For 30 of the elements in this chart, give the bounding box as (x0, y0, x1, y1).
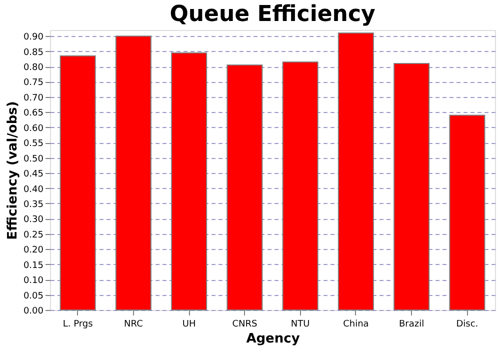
y-tick-label: 0.15 (23, 260, 44, 271)
chart-title: Queue Efficiency (170, 2, 376, 27)
y-tick-label: 0.05 (23, 291, 44, 302)
y-tick-label: 0.70 (23, 93, 44, 104)
y-tick-label: 0.75 (23, 78, 44, 88)
x-tick-label: NTU (290, 320, 310, 330)
x-tick-label: Disc. (456, 320, 478, 330)
y-tick-label: 0.85 (23, 48, 44, 58)
y-tick-label: 0.35 (23, 200, 44, 210)
y-tick-label: 0.50 (23, 154, 44, 164)
x-tick-label: L. Prgs (62, 320, 94, 330)
y-tick-label: 0.60 (23, 124, 44, 134)
x-tick-label: UH (182, 320, 196, 330)
y-tick-label: 0.45 (23, 170, 44, 180)
y-tick-label: 0.80 (23, 63, 44, 74)
y-tick-label: 0.65 (23, 108, 44, 119)
y-tick-label: 0.55 (23, 139, 44, 150)
x-axis-title: Agency (246, 332, 300, 346)
x-tick-label: Brazil (399, 320, 424, 330)
y-tick-label: 0.90 (23, 32, 44, 43)
x-tick-label: CNRS (232, 320, 258, 330)
y-tick-label: 0.00 (23, 306, 44, 316)
y-tick-label: 0.10 (23, 276, 44, 286)
y-tick-label: 0.30 (23, 215, 44, 226)
y-tick-label: 0.20 (23, 246, 44, 256)
y-tick-label: 0.25 (23, 230, 44, 240)
x-tick-label: China (343, 320, 369, 330)
y-axis-title: Efficiency (val/obs) (5, 101, 20, 240)
y-tick-label: 0.40 (23, 184, 44, 195)
x-tick-label: NRC (124, 320, 143, 330)
